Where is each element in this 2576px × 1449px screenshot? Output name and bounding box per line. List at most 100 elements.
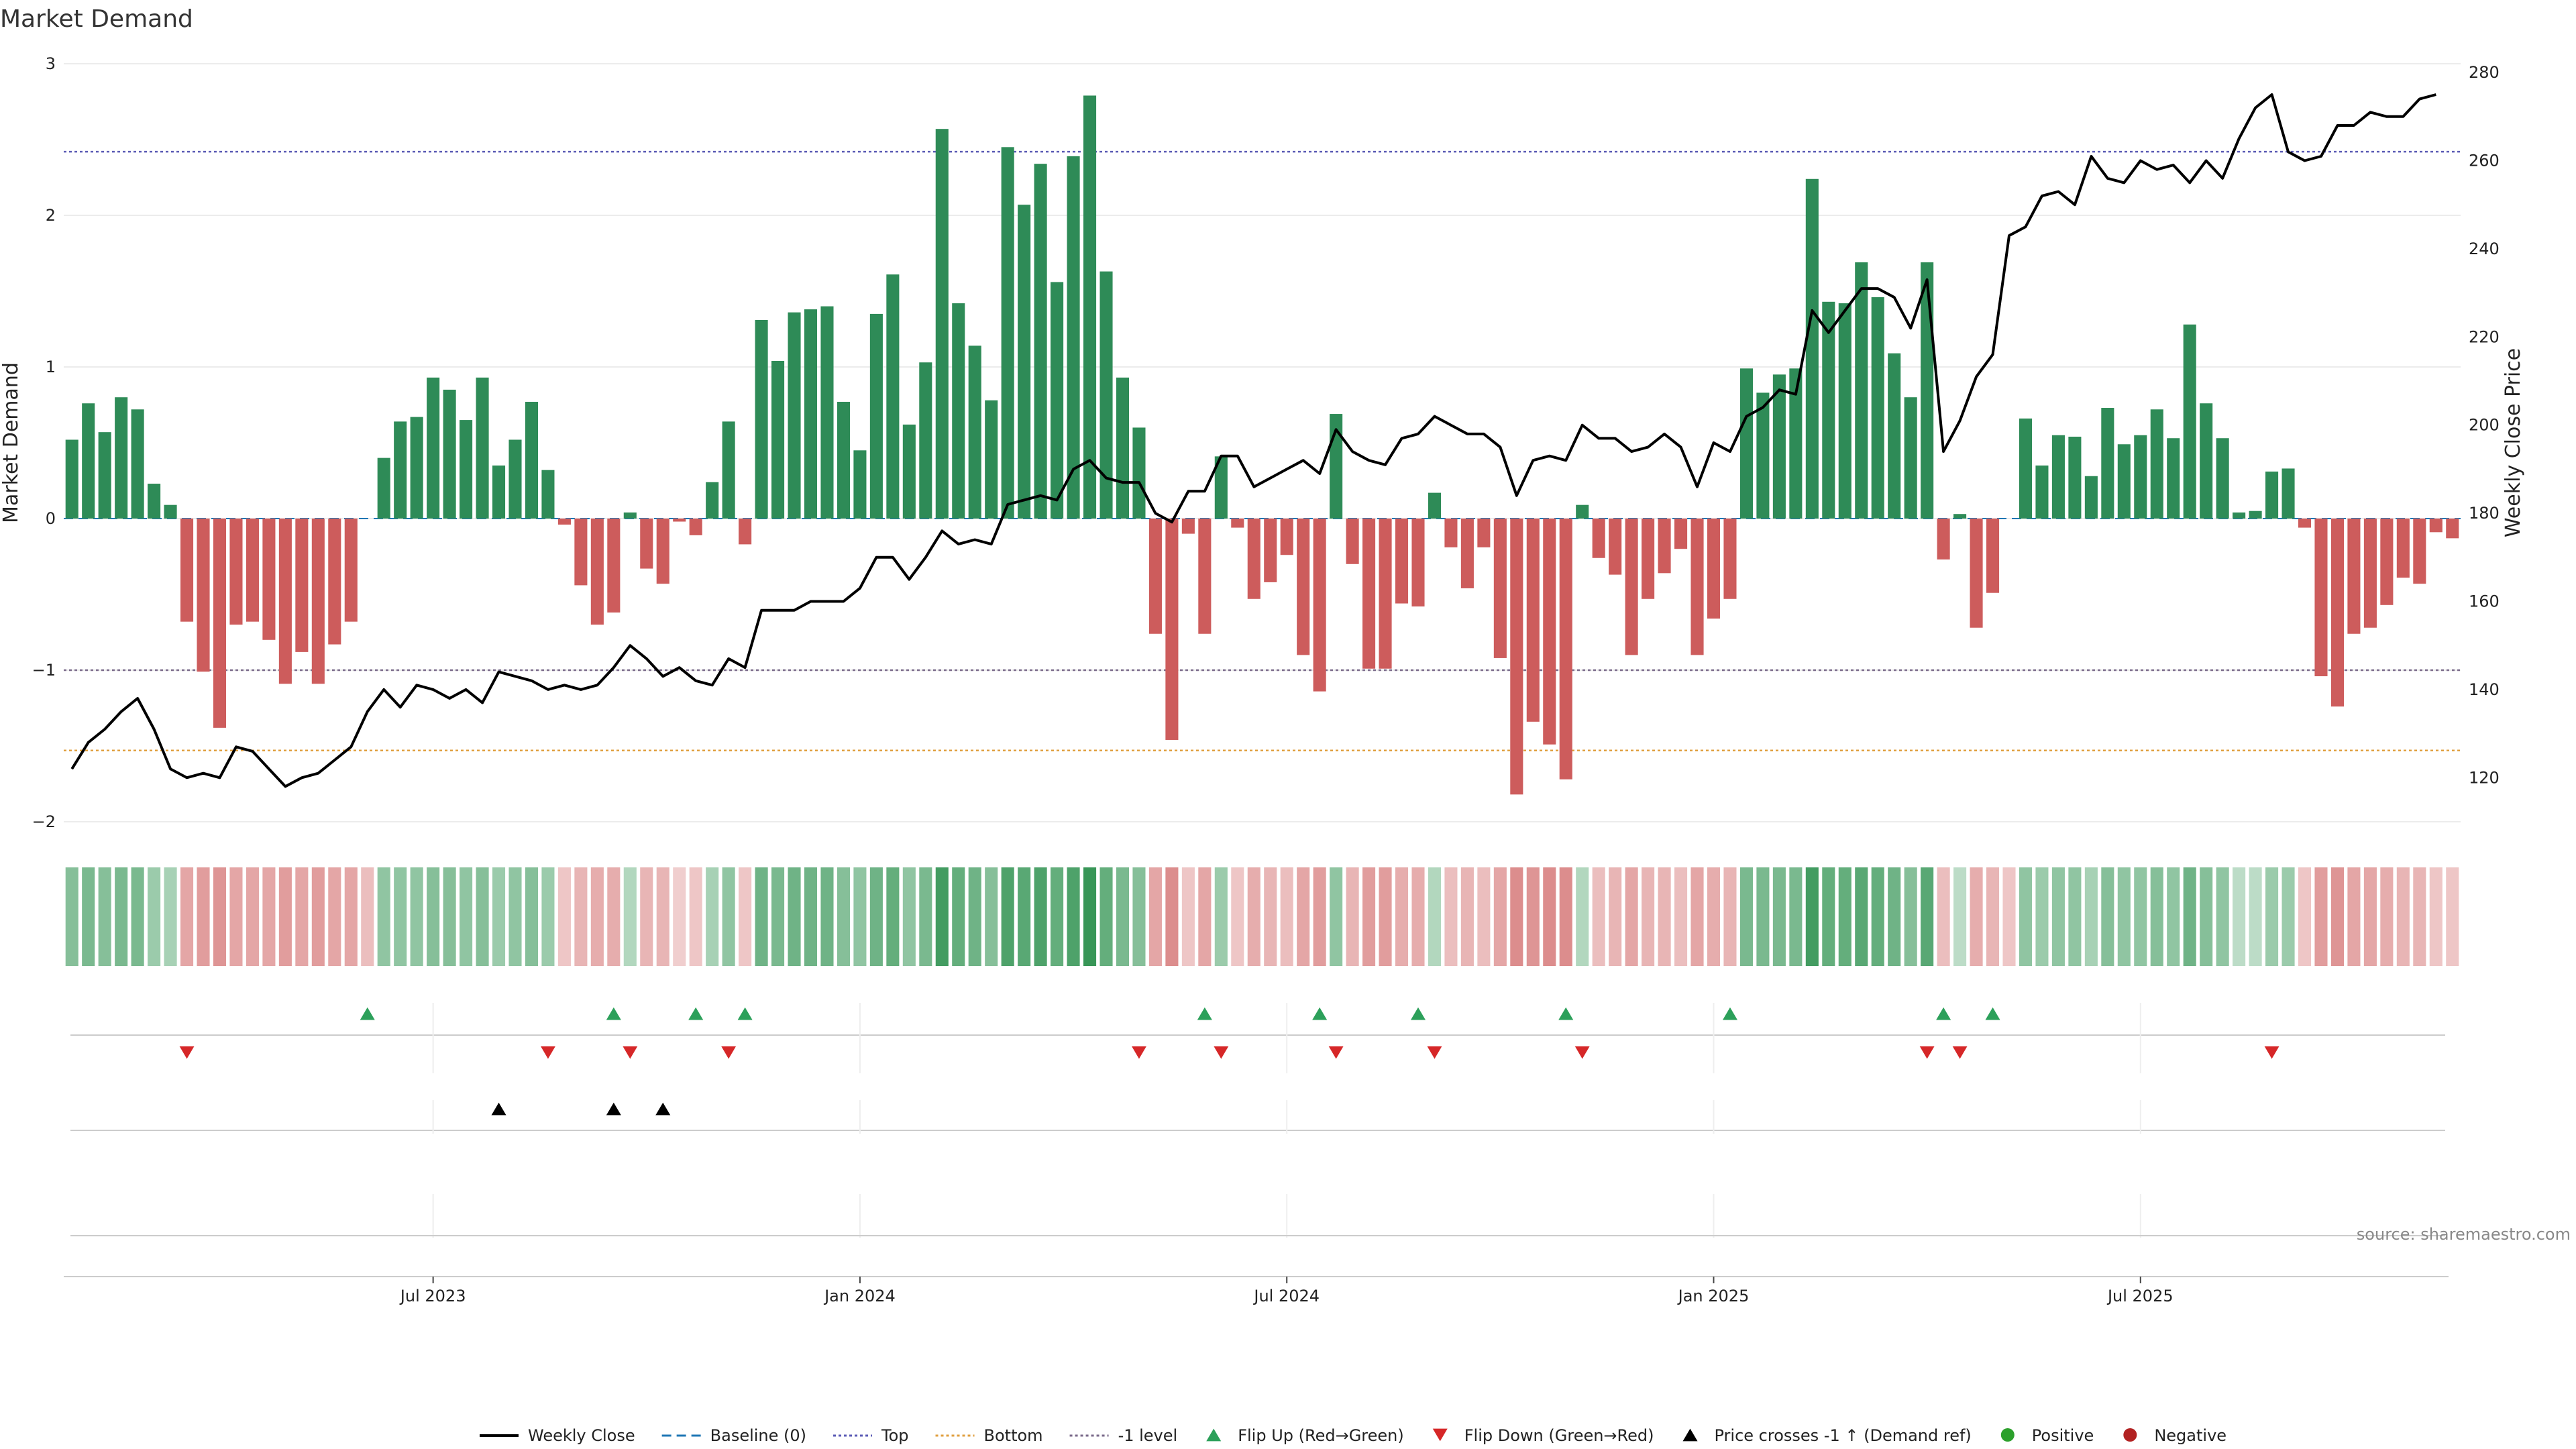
heat-cell [1805, 867, 1819, 966]
heat-cell [590, 867, 604, 966]
demand-bar [722, 421, 735, 519]
heat-cell [640, 867, 653, 966]
heat-cell [1099, 867, 1113, 966]
right-tick-label: 160 [2469, 592, 2500, 611]
demand-bar [607, 519, 621, 613]
legend-item-minus_one: -1 level [1069, 1426, 1177, 1445]
right-tick-label: 200 [2469, 416, 2500, 435]
demand-bar [1099, 271, 1113, 519]
demand-bar [1756, 392, 1770, 519]
demand-bar [2330, 519, 2344, 707]
heat-cell [2200, 867, 2213, 966]
demand-bar [2298, 519, 2312, 528]
heat-cell [689, 867, 702, 966]
legend-item-bottom: Bottom [935, 1426, 1043, 1445]
legend-label: Price crosses -1 ↑ (Demand ref) [1715, 1426, 1972, 1445]
demand-bar [869, 313, 883, 519]
demand-bar [1428, 492, 1442, 519]
heat-cell [2216, 867, 2229, 966]
demand-bar [1674, 519, 1688, 549]
heat-cell [985, 867, 998, 966]
heat-cell [853, 867, 867, 966]
heat-cell [1428, 867, 1442, 966]
demand-bar [541, 470, 555, 519]
heat-cell [2051, 867, 2065, 966]
heat-cell [394, 867, 407, 966]
demand-bar [2446, 519, 2459, 539]
demand-heat-strip [65, 867, 2459, 966]
heat-cell [164, 867, 177, 966]
demand-bar [115, 397, 128, 519]
demand-bar [2216, 438, 2229, 519]
demand-bar [1739, 368, 1753, 519]
heat-cell [1034, 867, 1047, 966]
heat-cell [788, 867, 801, 966]
demand-bar [574, 519, 588, 586]
left-tick-label: −2 [32, 812, 56, 831]
heat-cell [229, 867, 243, 966]
demand-bar [1083, 95, 1097, 519]
heat-cell [1559, 867, 1572, 966]
demand-bar [1723, 519, 1737, 599]
heat-cell [2380, 867, 2394, 966]
price-cross-marker [491, 1102, 506, 1116]
demand-bar [1247, 519, 1260, 599]
price-cross-marker [606, 1102, 621, 1116]
heat-cell [1526, 867, 1540, 966]
demand-bar [2413, 519, 2426, 584]
demand-bar [492, 465, 506, 519]
heat-cell [213, 867, 227, 966]
demand-bar [2117, 444, 2131, 519]
demand-bar [427, 377, 440, 519]
flip-up-marker [688, 1007, 704, 1020]
demand-bar [2051, 435, 2065, 519]
demand-bar [1346, 519, 1359, 564]
heat-cell [460, 867, 473, 966]
heat-cell [197, 867, 210, 966]
heat-cell [771, 867, 785, 966]
heat-cell [935, 867, 949, 966]
demand-bar [1888, 353, 1901, 519]
flip-down-marker [721, 1046, 737, 1059]
demand-bar [377, 458, 390, 519]
demand-bar [1772, 374, 1786, 519]
demand-bar [525, 401, 539, 519]
heat-cell [1658, 867, 1671, 966]
heat-cell [476, 867, 489, 966]
demand-bar [771, 360, 785, 519]
legend-label: Top [881, 1426, 909, 1445]
heat-cell [1214, 867, 1228, 966]
demand-bar [1559, 519, 1572, 780]
right-tick-label: 220 [2469, 327, 2500, 346]
demand-bar [902, 424, 916, 519]
demand-bar [886, 274, 900, 519]
flip-up-marker [1410, 1007, 1426, 1020]
reference-lines [64, 150, 2461, 752]
demand-bar [2019, 418, 2033, 519]
demand-bar [739, 519, 752, 545]
heat-cell [623, 867, 637, 966]
heat-cell [2150, 867, 2163, 966]
demand-bar [985, 400, 998, 519]
demand-bar [623, 512, 637, 519]
right-tick-label: 240 [2469, 239, 2500, 258]
heat-cell [1625, 867, 1638, 966]
heat-cell [706, 867, 719, 966]
heat-cell [919, 867, 932, 966]
right-tick-label: 260 [2469, 152, 2500, 170]
demand-bar [148, 484, 161, 519]
demand-bar [1411, 519, 1425, 607]
demand-bar [804, 309, 818, 519]
heat-cell [1838, 867, 1851, 966]
weekly-close-series [70, 93, 2436, 788]
heat-cell [2396, 867, 2410, 966]
demand-bar [394, 421, 407, 519]
price-cross-panel [70, 1102, 2445, 1131]
heat-cell [1051, 867, 1064, 966]
demand-bar [1493, 519, 1507, 658]
demand-bar [788, 312, 801, 519]
legend-label: Positive [2032, 1426, 2094, 1445]
weekly-close-line [70, 93, 2436, 788]
flip-down-marker [1919, 1046, 1935, 1059]
flip-down-marker [1214, 1046, 1229, 1059]
